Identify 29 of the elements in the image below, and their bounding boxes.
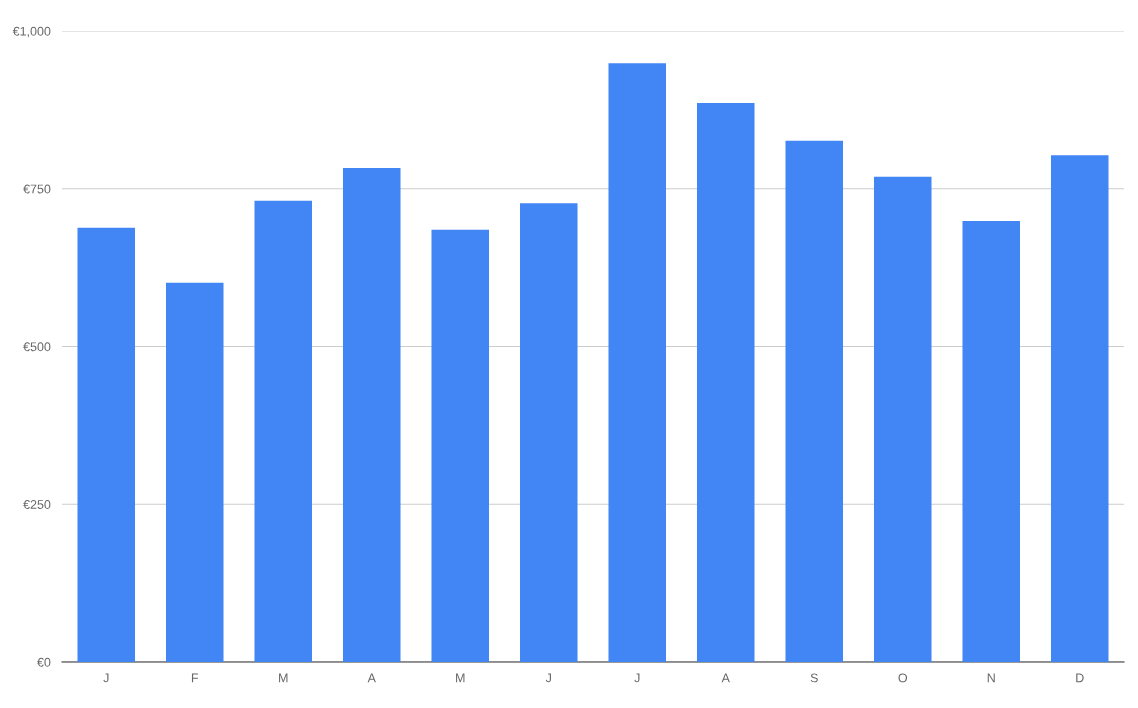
- x-tick-label: M: [279, 673, 288, 683]
- y-tick-label: €250: [23, 500, 51, 509]
- bar: [342, 167, 401, 662]
- bar: [254, 200, 313, 662]
- x-tick-label: A: [367, 673, 376, 683]
- x-tick-label: D: [1076, 673, 1084, 683]
- bar: [519, 203, 578, 662]
- bar: [431, 229, 490, 662]
- bar: [165, 282, 224, 662]
- x-tick-label: N: [987, 673, 995, 683]
- bar: [873, 176, 932, 662]
- x-tick-label: O: [898, 673, 908, 683]
- bar: [77, 227, 136, 662]
- bar: [696, 102, 755, 662]
- y-tick-label: €500: [23, 342, 51, 352]
- bar: [608, 63, 667, 662]
- y-tick-label: €1,000: [12, 26, 51, 38]
- x-tick-label: F: [191, 673, 199, 683]
- x-tick-label: J: [634, 673, 640, 683]
- x-tick-label: J: [103, 673, 109, 683]
- x-tick-label: A: [721, 673, 730, 683]
- bar: [962, 220, 1021, 662]
- bar: [1050, 155, 1109, 662]
- x-tick-label: S: [810, 673, 818, 683]
- bar: [785, 140, 844, 662]
- y-tick-label: €0: [37, 657, 51, 667]
- x-tick-label: J: [545, 673, 551, 683]
- x-tick-label: M: [456, 673, 465, 683]
- y-tick-label: €750: [23, 184, 51, 194]
